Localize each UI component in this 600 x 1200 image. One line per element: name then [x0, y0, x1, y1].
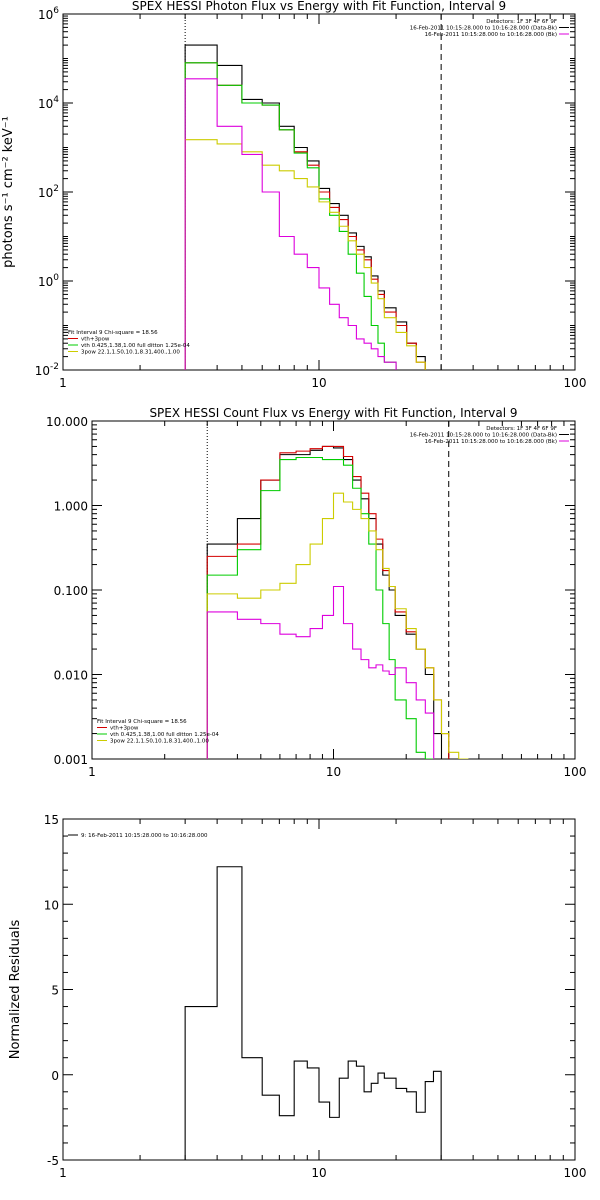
y-axis-label: Normalized Residuals [8, 920, 23, 1060]
y-tick-label: -5 [47, 1154, 59, 1168]
y-tick-label: 0 [51, 1069, 59, 1083]
header-info-text: 16-Feb-2011 10:15:28.000 to 10:16:28.000… [410, 26, 557, 32]
y-tick-label: 15 [44, 813, 59, 827]
x-tick-label: 1 [59, 1166, 67, 1180]
y-tick-label: 10.000 [46, 415, 88, 429]
y-axis-label: photons s⁻¹ cm⁻² keV⁻¹ [1, 116, 16, 268]
count-flux-panel: SPEX HESSI Count Flux vs Energy with Fit… [46, 406, 587, 779]
thermal-line [206, 456, 435, 759]
legend-entry: vth+3pow [81, 337, 110, 343]
header-info-text: Detectors: 1F 3F 4F 6F 9F [486, 19, 557, 25]
total-fit-line [184, 62, 426, 370]
photon-flux-panel: SPEX HESSI Photon Flux vs Energy with Fi… [1, 0, 587, 390]
x-tick-label: 10 [311, 1166, 326, 1180]
legend-entry: 3pow 22.1,1.50,10.1,8.31,400.,1.00 [81, 350, 180, 356]
header-info-text: 16-Feb-2011 10:15:28.000 to 10:16:28.000… [425, 32, 557, 38]
legend-entry: Fit Interval 9 Chi-square = 18.56 [68, 330, 158, 336]
x-tick-label: 100 [564, 1166, 587, 1180]
y-tick-label: 100 [38, 273, 59, 289]
x-tick-label: 1 [59, 376, 67, 390]
plot-frame [62, 818, 576, 1161]
y-tick-label: 102 [38, 184, 59, 200]
x-tick-label: 100 [564, 376, 587, 390]
x-tick-label: 100 [564, 765, 587, 779]
legend-entry: 3pow 22.1,1.50,10.1,8.31,400.,1.00 [110, 739, 209, 745]
data-line [184, 44, 426, 370]
x-tick-label: 10 [311, 376, 326, 390]
y-tick-label: 0.001 [54, 753, 88, 767]
thermal-line [184, 62, 397, 370]
chart-title: SPEX HESSI Count Flux vs Energy with Fit… [149, 406, 517, 420]
y-tick-label: 10-2 [35, 362, 59, 378]
y-tick-label: 10 [44, 898, 59, 912]
total-fit-line [206, 445, 450, 759]
legend-entry: vth+3pow [110, 726, 139, 732]
y-tick-label: 106 [38, 6, 59, 22]
power-law-line [206, 492, 469, 759]
legend-entry: 9: 16-Feb-2011 10:15:28.000 to 10:16:28.… [81, 833, 208, 839]
power-law-line [184, 139, 426, 370]
chart-title: SPEX HESSI Photon Flux vs Energy with Fi… [132, 0, 506, 13]
y-tick-label: 5 [51, 984, 59, 998]
residual-line [184, 866, 442, 1160]
x-tick-label: 1 [88, 765, 96, 779]
y-tick-label: 0.100 [54, 584, 88, 598]
legend-entry: vth 0.425,1.38,1.00 full ditton 1.25e-04 [81, 343, 190, 349]
header-info-text: 16-Feb-2011 10:15:28.000 to 10:16:28.000… [410, 433, 557, 439]
y-tick-label: 0.010 [54, 669, 88, 683]
residuals-panel: 1 10 100 -5 0 5 10 15 Normalized Residuals 9: 16-… [8, 813, 587, 1180]
y-tick-label: 1.000 [54, 500, 88, 514]
x-tick-label: 10 [326, 765, 341, 779]
background-line [184, 78, 397, 370]
header-info-text: 16-Feb-2011 10:15:28.000 to 10:16:28.000… [425, 439, 557, 445]
legend-entry: vth 0.425,1.38,1.00 full ditton 1.25e-04 [110, 732, 219, 738]
header-info-text: Detectors: 1F 3F 4F 6F 9F [486, 426, 557, 432]
y-tick-label: 104 [38, 95, 59, 111]
background-line [206, 585, 435, 759]
legend-entry: Fit Interval 9 Chi-square = 18.56 [97, 719, 187, 725]
